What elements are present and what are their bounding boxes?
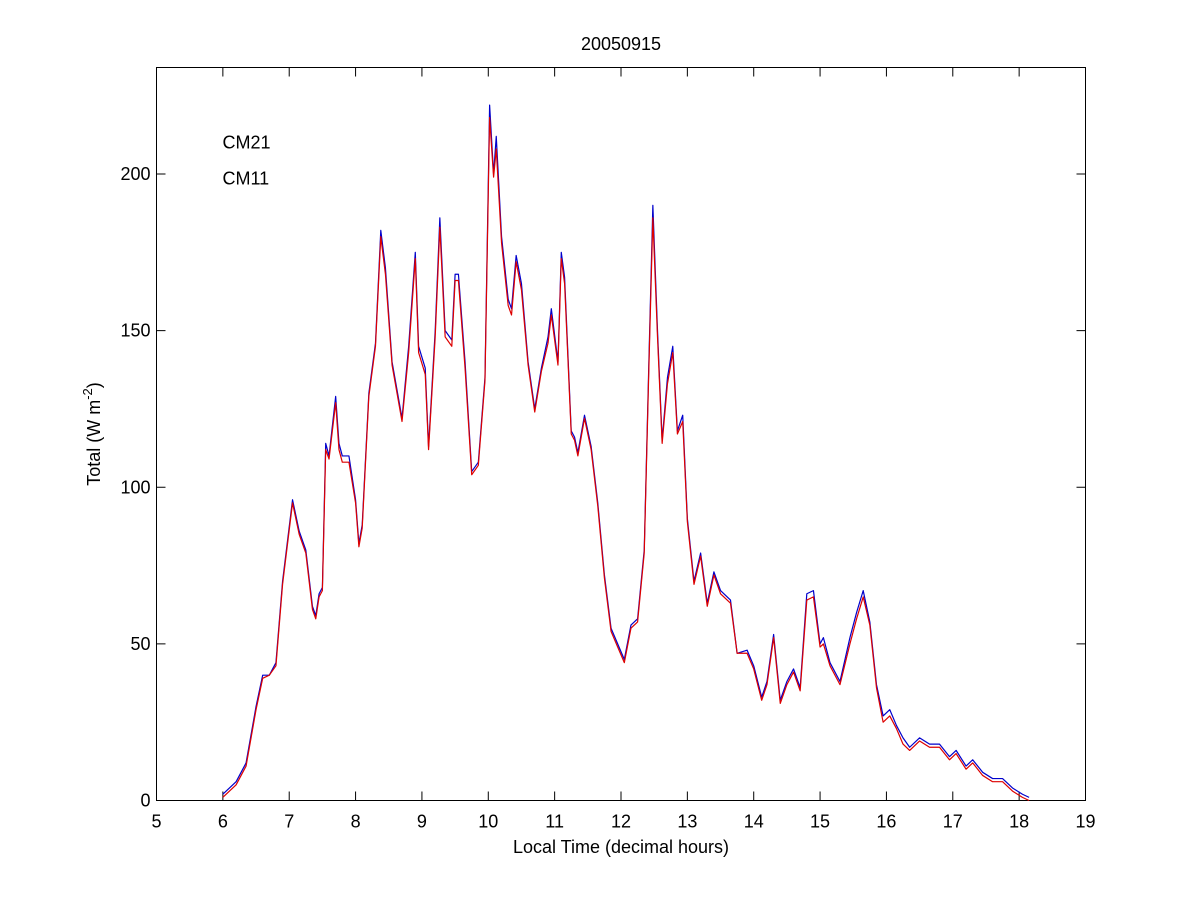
x-tick-label: 11: [545, 812, 564, 832]
y-tick-label: 150: [120, 321, 150, 341]
x-tick-label: 5: [151, 812, 161, 832]
data-line: [222, 117, 1030, 802]
y-axis-label: Total (W m-2): [80, 382, 104, 486]
y-label-suffix: ): [84, 382, 104, 388]
y-label-text: Total (W m: [84, 400, 104, 486]
x-tick-label: 12: [611, 812, 631, 832]
x-tick-label: 13: [677, 812, 697, 832]
x-tick-label: 8: [351, 812, 361, 832]
x-tick-label: 15: [810, 812, 830, 832]
y-tick-label: 100: [120, 477, 150, 497]
y-label-superscript: -2: [80, 388, 95, 400]
x-tick-label: 14: [744, 812, 764, 832]
x-tick-label: 10: [478, 812, 498, 832]
chart-title: 20050915: [581, 34, 661, 54]
y-tick-label: 0: [140, 791, 150, 811]
plot-frame: [156, 67, 1086, 801]
x-tick-label: 9: [417, 812, 427, 832]
x-tick-label: 6: [218, 812, 228, 832]
y-tick-label: 50: [130, 634, 150, 654]
x-tick-label: 17: [943, 812, 963, 832]
x-tick-label: 16: [876, 812, 896, 832]
legend-entry: CM11: [223, 169, 270, 189]
x-tick-label: 18: [1009, 812, 1029, 832]
x-tick-label: 19: [1075, 812, 1095, 832]
legend-entry: CM21: [223, 133, 271, 153]
x-tick-label: 7: [284, 812, 294, 832]
x-axis-label: Local Time (decimal hours): [513, 837, 729, 857]
y-tick-label: 200: [120, 164, 150, 184]
